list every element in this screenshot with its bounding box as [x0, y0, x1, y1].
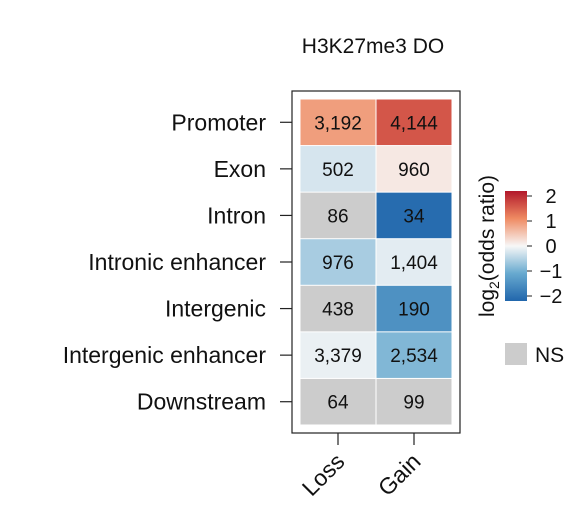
row-label: Intronic enhancer	[88, 249, 266, 275]
colorbar	[505, 191, 527, 301]
column-label: Loss	[297, 448, 350, 501]
colorbar-title-rest: (odds ratio)	[476, 175, 499, 281]
ns-legend-swatch	[505, 343, 527, 365]
cell-count-label: 64	[327, 393, 349, 414]
colorbar-title-subscript: 2	[486, 281, 502, 289]
heatmap-cells: 3,192 4,144 502 960 86 34 976 1,404 438 190 3,379 2…	[300, 99, 452, 425]
column-axis: Loss Gain	[297, 433, 426, 501]
cell-count-label: 1,404	[390, 253, 438, 274]
heatmap-cell	[300, 332, 376, 378]
cell-count-label: 99	[403, 393, 424, 414]
heatmap-cell	[376, 285, 452, 332]
heatmap-cell	[300, 192, 376, 239]
row-label: Exon	[214, 156, 266, 182]
ns-legend-label: NS	[535, 344, 564, 367]
row-label: Intergenic enhancer	[63, 342, 267, 368]
colorbar-title: log2(odds ratio)	[476, 175, 502, 317]
colorbar-tick-label: 2	[545, 186, 556, 208]
heatmap-cell	[300, 99, 376, 146]
heatmap-cell	[300, 146, 376, 192]
heatmap-cell	[300, 378, 376, 425]
heatmap-cell	[300, 239, 376, 285]
row-label: Promoter	[171, 109, 266, 135]
cell-count-label: 502	[322, 160, 354, 181]
heatmap-cell	[300, 285, 376, 332]
heatmap-cell	[376, 378, 452, 425]
row-axis: Promoter Exon Intron Intronic enhancer Inter…	[63, 109, 292, 415]
row-label: Downstream	[137, 389, 266, 415]
colorbar-tick-label: 1	[545, 211, 556, 233]
colorbar-title-log: log	[476, 289, 499, 317]
heatmap-cell	[376, 192, 452, 239]
colorbar-tick-label: 0	[545, 236, 556, 258]
cell-count-label: 960	[398, 160, 430, 181]
row-label: Intron	[207, 202, 266, 228]
cell-count-label: 976	[322, 253, 354, 274]
heatmap-cell	[376, 239, 452, 285]
chart-title: H3K27me3 DO	[302, 35, 444, 58]
cell-count-label: 4,144	[390, 113, 438, 134]
row-label: Intergenic	[165, 296, 266, 322]
cell-count-label: 190	[398, 300, 430, 321]
heatmap-cell	[376, 99, 452, 146]
heatmap-cell	[376, 146, 452, 192]
column-label: Gain	[373, 448, 426, 501]
cell-count-label: 438	[322, 300, 354, 321]
cell-count-label: 3,192	[314, 113, 362, 134]
colorbar-tick-label: −1	[540, 261, 563, 283]
colorbar-ticks: 2 1 0 −1 −2	[527, 186, 562, 308]
heatmap-cell	[376, 332, 452, 378]
cell-count-label: 3,379	[314, 346, 362, 367]
cell-count-label: 2,534	[390, 346, 438, 367]
cell-count-label: 34	[403, 206, 425, 227]
colorbar-tick-label: −2	[540, 286, 563, 308]
cell-count-label: 86	[327, 206, 348, 227]
